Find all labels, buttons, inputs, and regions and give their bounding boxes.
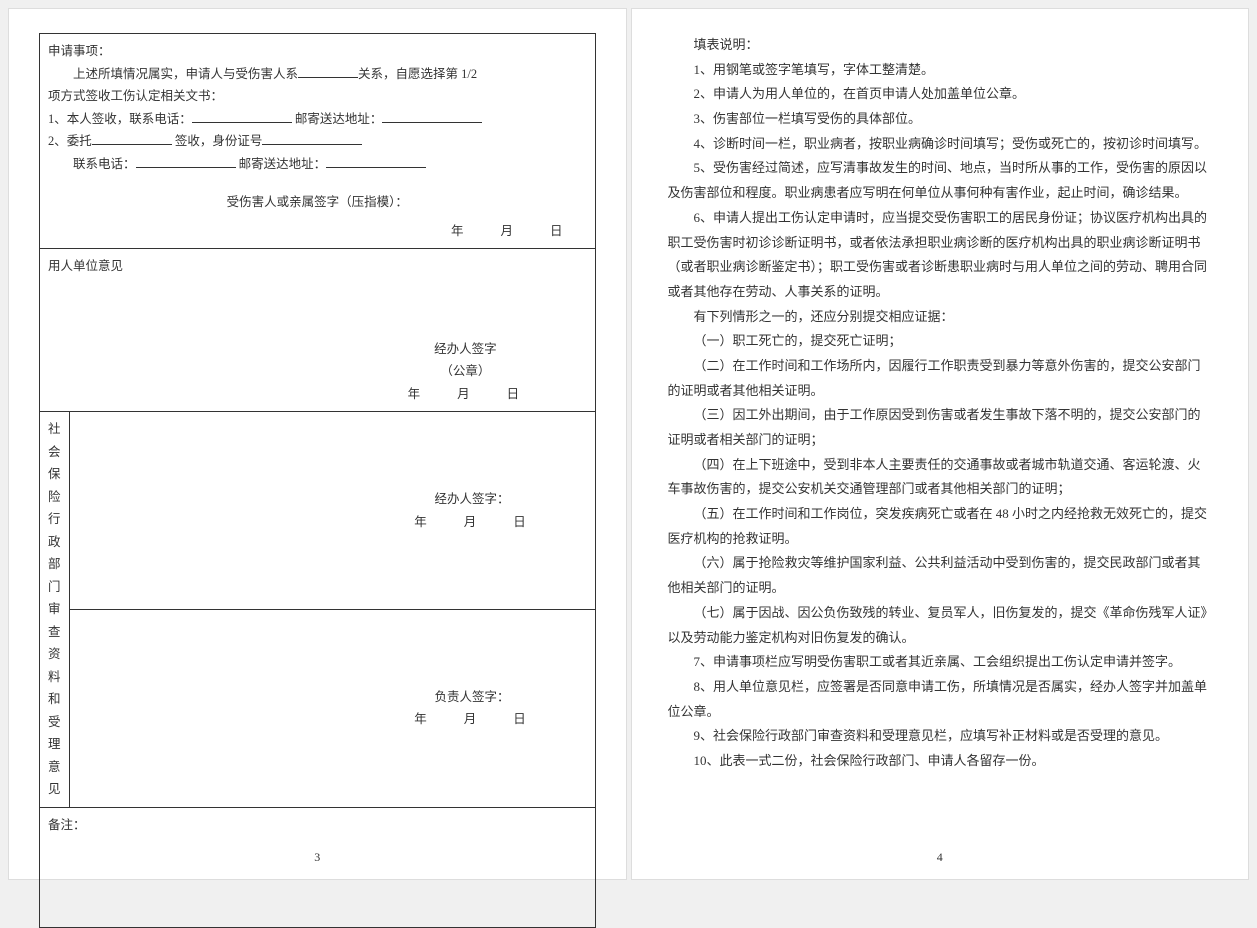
instructions-title: 填表说明： — [668, 33, 1213, 58]
ssi-label: 社会保险行政部门审查资料和受理意见 — [48, 422, 61, 796]
relation-blank[interactable] — [298, 64, 358, 78]
section1-title: 申请事项： — [48, 44, 111, 58]
instruction-item: 5、受伤害经过简述，应写清事故发生的时间、地点，当时所从事的工作，受伤害的原因以… — [668, 156, 1213, 205]
instruction-item: 1、用钢笔或签字笔填写，字体工整清楚。 — [668, 58, 1213, 83]
remark-label: 备注： — [48, 818, 86, 832]
application-section: 申请事项： 上述所填情况属实，申请人与受伤害人系关系，自愿选择第 1/2 项方式… — [40, 34, 596, 249]
instructions-list: 1、用钢笔或签字笔填写，字体工整清楚。2、申请人为用人单位的，在首页申请人处加盖… — [668, 58, 1213, 774]
instruction-item: 10、此表一式二份，社会保险行政部门、申请人各留存一份。 — [668, 749, 1213, 774]
ssi-label-cell: 社会保险行政部门审查资料和受理意见 — [40, 412, 70, 808]
instruction-item: （三）因工外出期间，由于工作原因受到伤害或者发生事故下落不明的，提交公安部门的证… — [668, 403, 1213, 452]
form-table: 申请事项： 上述所填情况属实，申请人与受伤害人系关系，自愿选择第 1/2 项方式… — [39, 33, 596, 928]
victim-sign-label: 受伤害人或亲属签字（压指模）： — [48, 191, 587, 214]
section1-date: 年 月 日 — [48, 220, 587, 243]
instruction-item: （七）属于因战、因公负伤致残的转业、复员军人，旧伤复发的，提交《革命伤残军人证》… — [668, 601, 1213, 650]
section3-date2: 年 月 日 — [357, 708, 586, 731]
leader-sign-label: 负责人签字： — [357, 686, 586, 709]
instruction-item: 有下列情形之一的，还应分别提交相应证据： — [668, 305, 1213, 330]
instruction-item: （五）在工作时间和工作岗位，突发疾病死亡或者在 48 小时之内经抢救无效死亡的，… — [668, 502, 1213, 551]
instruction-item: 8、用人单位意见栏，应签署是否同意申请工伤，所填情况是否属实，经办人签字并加盖单… — [668, 675, 1213, 724]
instructions-block: 填表说明： 1、用钢笔或签字笔填写，字体工整清楚。2、申请人为用人单位的，在首页… — [662, 29, 1219, 778]
option2-line2: 联系电话： 邮寄送达地址： — [48, 153, 587, 176]
seal-label: （公章） — [344, 360, 586, 383]
instruction-item: 2、申请人为用人单位的，在首页申请人处加盖单位公章。 — [668, 82, 1213, 107]
instruction-item: （二）在工作时间和工作场所内，因履行工作职责受到暴力等意外伤害的，提交公安部门的… — [668, 354, 1213, 403]
ssi-review-2: 负责人签字： 年 月 日 — [69, 609, 595, 807]
instruction-item: 7、申请事项栏应写明受伤害职工或者其近亲属、工会组织提出工伤认定申请并签字。 — [668, 650, 1213, 675]
addr1-blank[interactable] — [382, 109, 482, 123]
section1-line1: 上述所填情况属实，申请人与受伤害人系关系，自愿选择第 1/2 — [48, 63, 587, 86]
phone1-blank[interactable] — [192, 109, 292, 123]
section2-date: 年 月 日 — [344, 383, 586, 406]
page-right: 填表说明： 1、用钢笔或签字笔填写，字体工整清楚。2、申请人为用人单位的，在首页… — [631, 8, 1250, 880]
section1-line2: 项方式签收工伤认定相关文书： — [48, 89, 223, 103]
instruction-item: （四）在上下班途中，受到非本人主要责任的交通事故或者城市轨道交通、客运轮渡、火车… — [668, 453, 1213, 502]
phone2-blank[interactable] — [136, 154, 236, 168]
instruction-item: （一）职工死亡的，提交死亡证明； — [668, 329, 1213, 354]
ssi-sign2-block: 负责人签字： 年 月 日 — [78, 686, 587, 731]
option1: 1、本人签收，联系电话： 邮寄送达地址： — [48, 112, 482, 126]
id-blank[interactable] — [262, 131, 362, 145]
instruction-item: 4、诊断时间一栏，职业病者，按职业病确诊时间填写；受伤或死亡的，按初诊时间填写。 — [668, 132, 1213, 157]
instruction-item: （六）属于抢险救灾等维护国家利益、公共利益活动中受到伤害的，提交民政部门或者其他… — [668, 551, 1213, 600]
handler-sign-label: 经办人签字 — [344, 338, 586, 361]
handler-sign-label-2: 经办人签字： — [357, 488, 586, 511]
instruction-item: 9、社会保险行政部门审查资料和受理意见栏，应填写补正材料或是否受理的意见。 — [668, 724, 1213, 749]
ssi-sign1-block: 经办人签字： 年 月 日 — [78, 488, 587, 533]
employer-sign-block: 经办人签字 （公章） 年 月 日 — [48, 338, 587, 406]
addr2-blank[interactable] — [326, 154, 426, 168]
page-num-left: 3 — [9, 850, 626, 865]
page-num-right: 4 — [632, 850, 1249, 865]
ssi-review-1: 经办人签字： 年 月 日 — [69, 412, 595, 610]
instruction-item: 3、伤害部位一栏填写受伤的具体部位。 — [668, 107, 1213, 132]
page-left: 申请事项： 上述所填情况属实，申请人与受伤害人系关系，自愿选择第 1/2 项方式… — [8, 8, 627, 880]
remark-section: 备注： — [40, 807, 596, 927]
option2: 2、委托 签收，身份证号 — [48, 134, 362, 148]
agent-blank[interactable] — [92, 131, 172, 145]
section3-date1: 年 月 日 — [357, 511, 586, 534]
instruction-item: 6、申请人提出工伤认定申请时，应当提交受伤害职工的居民身份证；协议医疗机构出具的… — [668, 206, 1213, 305]
employer-section: 用人单位意见 经办人签字 （公章） 年 月 日 — [40, 249, 596, 412]
employer-label: 用人单位意见 — [48, 259, 123, 273]
